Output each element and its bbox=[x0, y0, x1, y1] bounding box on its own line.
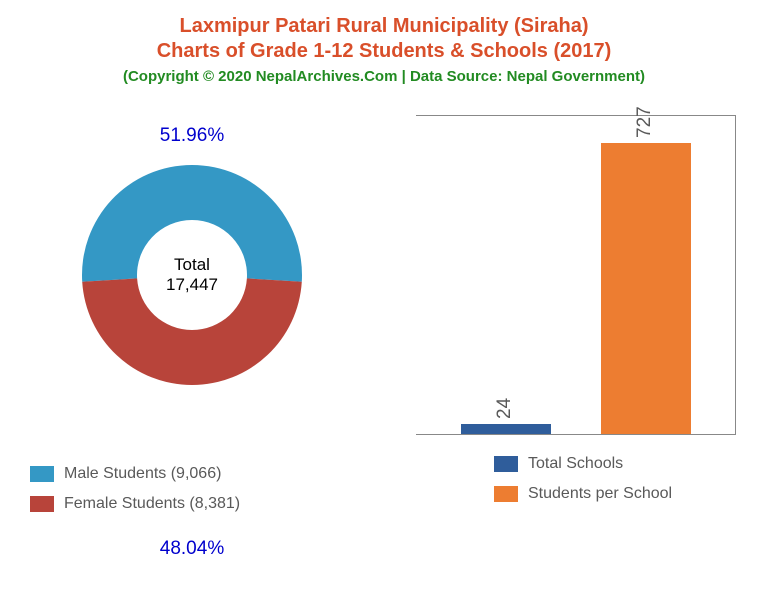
donut-center-value: 17,447 bbox=[166, 275, 218, 295]
bar-chart-section: 24 727 Total Schools Students per School bbox=[384, 115, 768, 525]
legend-swatch-students bbox=[494, 486, 518, 502]
legend-item-female: Female Students (8,381) bbox=[30, 495, 384, 513]
legend-label-schools: Total Schools bbox=[528, 455, 623, 473]
donut-legend: Male Students (9,066) Female Students (8… bbox=[0, 465, 384, 513]
legend-item-schools: Total Schools bbox=[494, 455, 768, 473]
charts-container: 51.96% Total 17,447 48.04% Male Students… bbox=[0, 85, 768, 525]
legend-item-male: Male Students (9,066) bbox=[30, 465, 384, 483]
bar-students-per-school: 727 bbox=[601, 143, 691, 434]
legend-swatch-male bbox=[30, 466, 54, 482]
bar-legend: Total Schools Students per School bbox=[384, 455, 768, 503]
donut-center-label: Total bbox=[166, 255, 218, 275]
legend-label-female: Female Students (8,381) bbox=[64, 495, 240, 513]
female-percent-label: 48.04% bbox=[160, 538, 224, 560]
donut-chart-section: 51.96% Total 17,447 48.04% Male Students… bbox=[0, 115, 384, 525]
chart-title-line1: Laxmipur Patari Rural Municipality (Sira… bbox=[0, 0, 768, 38]
bar-chart: 24 727 bbox=[416, 115, 736, 435]
legend-item-students: Students per School bbox=[494, 485, 768, 503]
bar-total-schools: 24 bbox=[461, 424, 551, 434]
donut-chart: Total 17,447 bbox=[62, 145, 322, 405]
legend-swatch-schools bbox=[494, 456, 518, 472]
bar-value-schools: 24 bbox=[494, 398, 516, 419]
donut-center: Total 17,447 bbox=[166, 255, 218, 295]
male-percent-label: 51.96% bbox=[160, 125, 224, 147]
legend-label-male: Male Students (9,066) bbox=[64, 465, 221, 483]
bar-value-students: 727 bbox=[634, 107, 656, 139]
copyright-text: (Copyright © 2020 NepalArchives.Com | Da… bbox=[0, 63, 768, 85]
chart-title-line2: Charts of Grade 1-12 Students & Schools … bbox=[0, 38, 768, 63]
legend-label-students: Students per School bbox=[528, 485, 672, 503]
legend-swatch-female bbox=[30, 496, 54, 512]
